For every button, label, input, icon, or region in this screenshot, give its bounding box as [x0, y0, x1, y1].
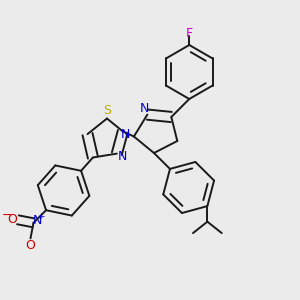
Text: +: +: [38, 212, 45, 221]
Text: F: F: [186, 27, 193, 40]
Text: −: −: [1, 208, 12, 221]
Text: O: O: [26, 238, 35, 251]
Text: N: N: [118, 149, 127, 163]
Text: N: N: [33, 214, 42, 227]
Text: N: N: [140, 101, 149, 115]
Text: S: S: [103, 104, 111, 118]
Text: O: O: [7, 213, 17, 226]
Text: N: N: [121, 128, 130, 142]
